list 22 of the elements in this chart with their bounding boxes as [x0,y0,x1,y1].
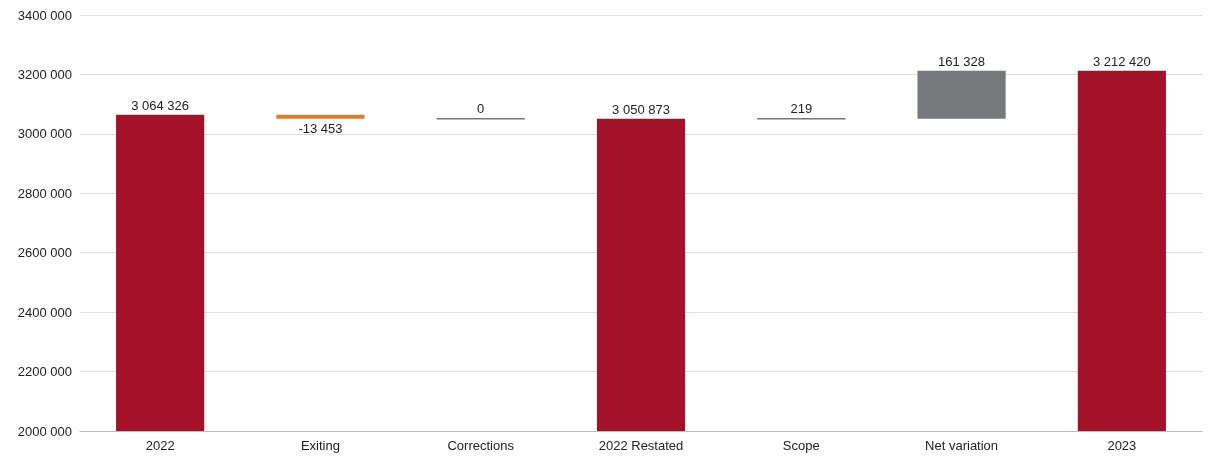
y-tick-label: 2000 000 [17,423,72,439]
x-tick-label: 2022 Restated [598,438,684,453]
x-tick-label: Net variation [925,438,999,453]
data-label: 3 212 420 [1092,53,1151,69]
x-tick-label: Exiting [300,438,340,453]
y-tick-label: 3000 000 [17,126,72,142]
data-label: 0 [477,100,485,116]
data-label: -13 453 [298,120,343,136]
y-tick-label: 2200 000 [17,364,72,380]
data-label: 219 [790,100,813,116]
x-tick-label: Corrections [447,438,515,453]
x-tick-label: Scope [782,438,820,453]
data-label: 3 064 326 [131,97,190,113]
x-tick-label: 2023 [1107,438,1137,453]
y-tick-label: 3400 000 [17,7,72,23]
data-label: 3 050 873 [612,101,670,117]
y-tick-label: 2600 000 [17,245,72,261]
y-tick-label: 2800 000 [17,185,72,201]
y-tick-label: 2400 000 [17,304,72,320]
y-tick-label: 3200 000 [17,66,72,82]
x-tick-label: 2022 [145,438,175,453]
data-label: 161 328 [938,53,986,69]
